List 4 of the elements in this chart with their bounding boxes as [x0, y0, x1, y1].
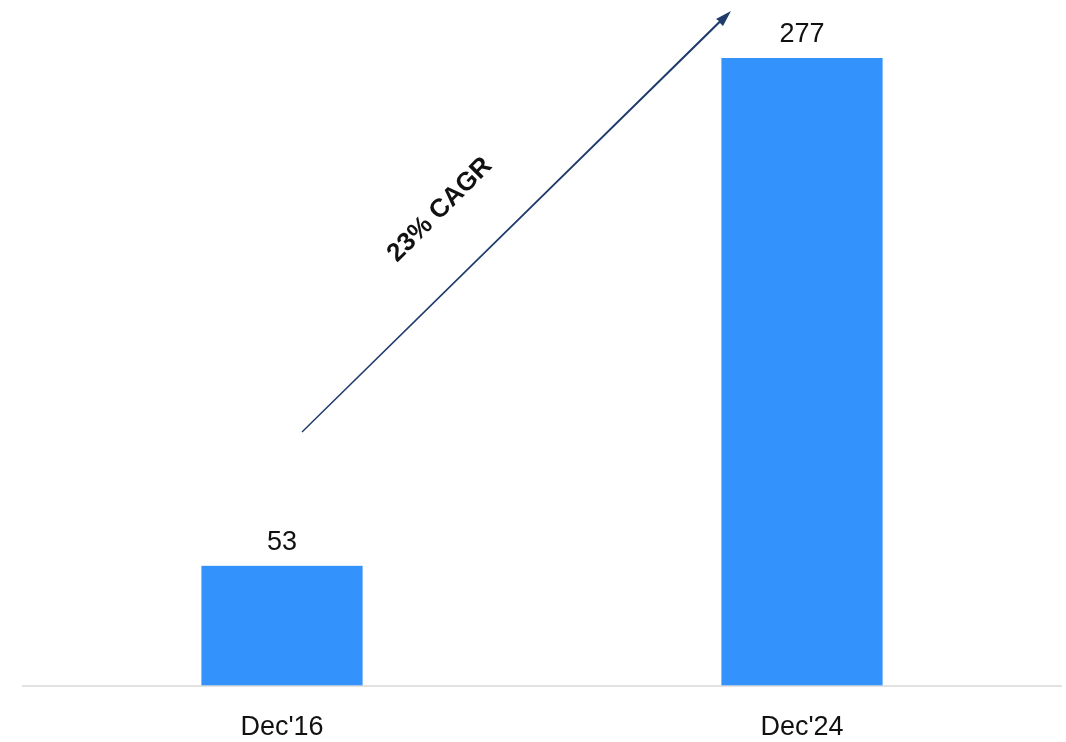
- x-tick-label: Dec'24: [760, 711, 844, 741]
- data-label: 277: [779, 18, 825, 48]
- data-label: 53: [266, 525, 298, 556]
- x-tick-label: Dec'16: [240, 711, 324, 741]
